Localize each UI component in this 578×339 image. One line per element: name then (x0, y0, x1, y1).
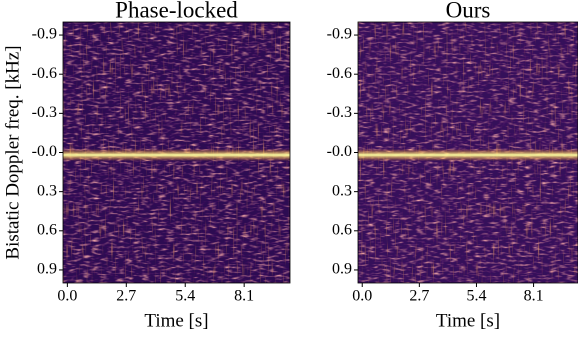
x-tick-label: 0.0 (352, 288, 372, 305)
y-axis-label: Bistatic Doppler freq. [kHz] (2, 45, 23, 259)
panel-bg-left (63, 22, 290, 283)
x-tick-label: 2.7 (116, 288, 136, 305)
y-tick-label: -0.6 (327, 65, 352, 82)
x-tick-label: 2.7 (409, 288, 429, 305)
y-tick-label: -0.3 (32, 104, 57, 121)
y-tick-label: 0.6 (332, 221, 352, 238)
panel-bg-right (358, 22, 578, 283)
y-tick-label: -0.0 (327, 143, 352, 160)
y-tick-label: -0.3 (327, 104, 352, 121)
x-tick-label: 8.1 (234, 288, 254, 305)
x-axis-label: Time [s] (436, 310, 500, 331)
x-tick-label: 5.4 (175, 288, 195, 305)
y-tick-label: -0.9 (327, 26, 352, 43)
chart-title: Ours (446, 0, 491, 22)
x-tick-label: 5.4 (466, 288, 486, 305)
y-tick-label: 0.3 (37, 182, 57, 199)
y-tick-label: -0.0 (32, 143, 57, 160)
y-tick-label: -0.9 (32, 26, 57, 43)
x-tick-label: 8.1 (524, 288, 544, 305)
x-axis-label: Time [s] (144, 310, 208, 331)
y-tick-label: 0.9 (37, 261, 57, 278)
x-tick-label: 0.0 (57, 288, 77, 305)
y-tick-label: 0.9 (332, 261, 352, 278)
y-tick-label: 0.3 (332, 182, 352, 199)
y-tick-label: -0.6 (32, 65, 57, 82)
y-tick-label: 0.6 (37, 221, 57, 238)
chart-title: Phase-locked (115, 0, 238, 22)
